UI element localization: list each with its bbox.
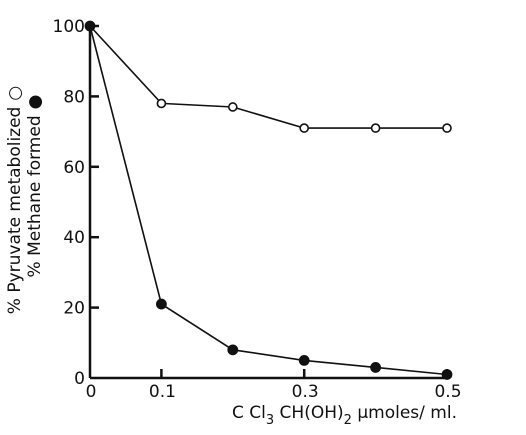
y-tick-label: 80 [63, 87, 85, 107]
data-point-pyruvate [156, 98, 167, 109]
series-line-pyruvate [89, 25, 447, 129]
x-tick-label: 0.1 [149, 382, 176, 402]
data-point-methane [155, 298, 167, 310]
y-tick-label: 40 [63, 228, 85, 248]
x-tick-label: 0.3 [292, 382, 319, 402]
x-tick-label: 0 [86, 382, 97, 402]
axes [88, 24, 449, 380]
data-point-methane [441, 369, 453, 380]
y-axis-label-methane: % Methane formed● [25, 95, 45, 278]
y-tick-label: 0 [74, 369, 85, 389]
y-tick-label: 60 [63, 158, 85, 178]
data-point-pyruvate [442, 123, 452, 133]
data-point-pyruvate [370, 123, 381, 133]
data-point-methane [370, 362, 381, 373]
data-point-methane [227, 344, 239, 356]
y-tick-label: 100 [53, 17, 85, 37]
x-axis-label: C Cl3 CH(OH)2 μmoles/ ml. [232, 403, 457, 428]
data-point-methane [84, 20, 96, 32]
ticks: 0 20 40 60 80 100 0 0.1 0.3 0.5 [53, 17, 462, 402]
y-axis-label-pyruvate: % Pyruvate metabolized○ [5, 86, 25, 314]
series-line-methane [89, 25, 448, 376]
series-points [84, 20, 453, 380]
data-point-methane [298, 354, 310, 366]
x-tick-label: 0.5 [434, 382, 461, 402]
series-lines [89, 25, 448, 376]
data-point-pyruvate [228, 102, 238, 112]
data-point-pyruvate [299, 123, 310, 133]
y-tick-label: 20 [63, 299, 85, 319]
